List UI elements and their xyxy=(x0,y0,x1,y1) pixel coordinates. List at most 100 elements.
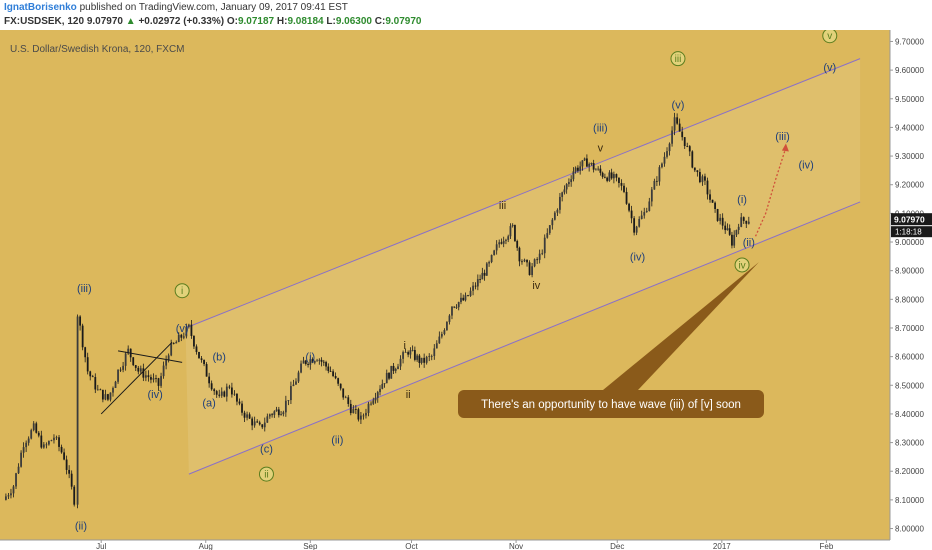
candle-body xyxy=(714,202,716,209)
y-tick-label: 9.30000 xyxy=(895,152,924,161)
candle-body xyxy=(337,378,340,384)
candle-body xyxy=(655,180,658,182)
y-tick-label: 8.20000 xyxy=(895,467,924,476)
candle-body xyxy=(583,158,586,161)
candle-body xyxy=(467,295,469,297)
candle-body xyxy=(256,421,259,423)
candle-body xyxy=(481,272,484,280)
wave-circle-icon xyxy=(670,51,686,67)
candle-body xyxy=(538,253,541,260)
ohlc-line: FX:USDSEK, 120 9.07970 ▲ +0.02972 (+0.33… xyxy=(4,16,422,28)
candle-body xyxy=(12,486,15,494)
candle-body xyxy=(68,469,71,474)
candle-body xyxy=(455,307,458,309)
wave-label: iii xyxy=(675,54,682,65)
x-tick-label: Dec xyxy=(610,542,624,550)
candle-body xyxy=(139,368,142,372)
candle-body xyxy=(603,176,606,178)
projection-path xyxy=(754,147,787,237)
candle-body xyxy=(411,350,414,351)
candle-body xyxy=(142,368,145,378)
candle-body xyxy=(91,376,94,378)
candle-body xyxy=(747,221,750,224)
candle-body xyxy=(165,360,168,366)
candle-body xyxy=(706,180,709,195)
candle-body xyxy=(79,316,82,326)
candle-body xyxy=(228,386,231,388)
candle-body xyxy=(430,356,433,357)
countdown-label: 1:18:18 xyxy=(895,228,922,237)
wave-circle-icon xyxy=(822,30,838,44)
y-tick-label: 8.40000 xyxy=(895,410,924,419)
candle-body xyxy=(653,180,656,190)
candle-body xyxy=(304,360,307,364)
candle-body xyxy=(559,196,561,210)
candle-body xyxy=(438,336,441,344)
candle-body xyxy=(521,261,523,263)
candle-body xyxy=(275,409,278,412)
candle-body xyxy=(287,400,290,401)
candle-body xyxy=(721,217,724,226)
candle-body xyxy=(40,435,43,448)
wave-label: (iii) xyxy=(593,122,608,134)
candle-body xyxy=(511,225,514,227)
candle-body xyxy=(726,228,729,231)
candle-body xyxy=(73,486,76,505)
candle-body xyxy=(709,194,711,200)
callout-text: There's an opportunity to have wave (iii… xyxy=(481,399,741,411)
candle-body xyxy=(117,369,119,382)
candle-body xyxy=(693,167,696,171)
candle-body xyxy=(678,123,681,132)
candle-body xyxy=(94,377,97,390)
time-axis-bg xyxy=(0,540,932,550)
wave-label: (ii) xyxy=(331,435,343,447)
low-value: 9.06300 xyxy=(335,16,372,27)
candle-body xyxy=(101,389,104,400)
candle-body xyxy=(498,242,501,245)
wave-label: (c) xyxy=(260,443,273,455)
candle-body xyxy=(409,350,412,355)
candle-body xyxy=(170,343,173,356)
candle-body xyxy=(594,169,597,171)
candle-body xyxy=(568,182,570,185)
candle-body xyxy=(208,376,211,384)
price-change: +0.02972 (+0.33%) xyxy=(138,16,225,27)
y-tick-label: 9.40000 xyxy=(895,123,924,132)
candle-body xyxy=(490,255,493,263)
candle-body xyxy=(601,172,604,177)
y-tick-label: 8.60000 xyxy=(895,353,924,362)
triangle-lower-line xyxy=(100,341,173,415)
candle-body xyxy=(413,350,416,360)
candle-body xyxy=(581,160,584,167)
wave-label: (iii) xyxy=(77,283,92,295)
wave-label: i xyxy=(181,286,183,297)
candle-body xyxy=(127,348,130,354)
channel-lower-line xyxy=(188,201,861,475)
candle-body xyxy=(137,367,140,372)
candle-body xyxy=(579,166,582,171)
y-tick-label: 9.60000 xyxy=(895,66,924,75)
candle-body xyxy=(157,378,160,386)
candle-body xyxy=(385,372,388,384)
candle-body xyxy=(30,430,33,439)
candle-body xyxy=(588,164,591,167)
candle-body xyxy=(251,418,254,426)
candle-body xyxy=(311,359,314,363)
candle-body xyxy=(58,437,60,447)
candle-body xyxy=(10,493,12,496)
candle-body xyxy=(122,365,125,370)
candle-body xyxy=(500,242,503,244)
price-chart[interactable]: (iii)(ii)i(v)(iv)(b)(a)(c)ii(i)(ii)iiiii… xyxy=(0,30,932,550)
candle-body xyxy=(428,356,431,357)
candle-body xyxy=(388,372,390,379)
candle-body xyxy=(215,391,218,395)
candle-body xyxy=(352,409,355,414)
candle-body xyxy=(606,177,609,181)
candle-body xyxy=(5,496,7,500)
candle-body xyxy=(271,414,273,416)
author-name[interactable]: IgnatBorisenko xyxy=(4,2,77,13)
open-value: 9.07187 xyxy=(237,16,275,27)
publish-line: IgnatBorisenko published on TradingView.… xyxy=(4,2,348,14)
candle-body xyxy=(22,447,25,453)
candle-body xyxy=(416,355,419,360)
